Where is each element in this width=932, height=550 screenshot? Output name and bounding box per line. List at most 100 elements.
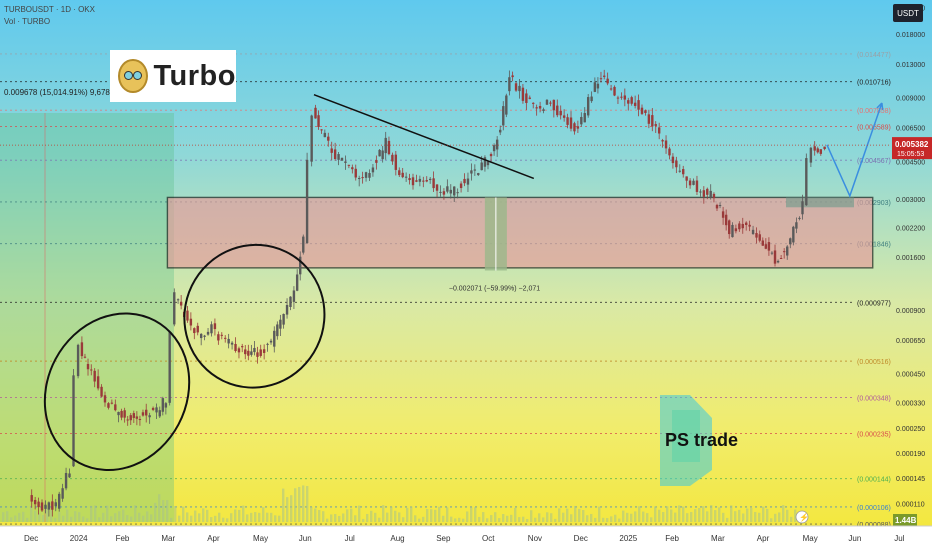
volume-bar xyxy=(566,508,569,522)
y-tick-1: 0.018000 xyxy=(896,32,925,39)
volume-bar xyxy=(22,511,25,522)
volume-bar xyxy=(506,515,509,522)
candle-body xyxy=(206,331,210,335)
candle-body xyxy=(508,77,511,92)
volume-bar xyxy=(218,512,221,522)
candle-body xyxy=(269,340,273,343)
volume-bar xyxy=(462,518,465,522)
candle-body xyxy=(664,140,668,149)
candle-body xyxy=(583,113,586,123)
volume-bar xyxy=(386,512,389,522)
volume-bar xyxy=(82,516,85,522)
volume-bar xyxy=(30,506,33,522)
candle-body xyxy=(273,330,276,347)
currency-button[interactable]: USDT xyxy=(893,4,923,22)
candle-body xyxy=(798,217,801,219)
candle-body xyxy=(282,313,285,325)
x-tick-5: May xyxy=(253,534,268,543)
candle-body xyxy=(375,160,378,163)
volume-bar xyxy=(206,509,209,522)
candle-body xyxy=(138,419,142,421)
volume-bar xyxy=(178,515,181,522)
volume-bar xyxy=(374,512,377,522)
candle-body xyxy=(378,149,381,157)
y-tick-9: 0.000900 xyxy=(896,308,925,315)
candle-body xyxy=(712,193,716,199)
candle-body xyxy=(173,292,176,325)
candle-body xyxy=(357,178,361,180)
candle-body xyxy=(542,109,545,112)
volume-bar xyxy=(430,509,433,522)
candle-body xyxy=(247,350,250,356)
volume-bar xyxy=(238,509,241,522)
volume-bar xyxy=(470,507,473,522)
volume-bar xyxy=(582,510,585,522)
candle-body xyxy=(199,333,203,339)
volume-bar xyxy=(794,509,797,522)
volume-bar xyxy=(230,513,233,522)
x-tick-0: Dec xyxy=(24,534,38,543)
candle-body xyxy=(449,189,452,194)
candle-body xyxy=(295,274,299,291)
volume-bar xyxy=(606,518,609,522)
volume-bar xyxy=(770,518,773,522)
candle-body xyxy=(473,169,477,171)
candle-body xyxy=(562,115,566,118)
volume-bar xyxy=(458,517,461,522)
volume-bar xyxy=(658,509,661,522)
level-label-1: (0.010716) xyxy=(857,80,891,87)
volume-bar xyxy=(294,488,297,522)
candle-body xyxy=(755,233,758,238)
candle-body xyxy=(368,173,371,178)
volume-bar xyxy=(790,516,793,522)
candle-body xyxy=(289,296,292,308)
candle-body xyxy=(44,504,47,509)
volume-bar xyxy=(302,485,305,522)
volume-bar xyxy=(174,506,177,522)
x-tick-19: Jul xyxy=(894,534,904,543)
volume-bar xyxy=(466,511,469,522)
volume-bar xyxy=(270,512,273,522)
price-readout: 0.009678 (15,014.91%) 9,678 xyxy=(4,88,110,97)
volume-bar xyxy=(474,507,477,522)
candle-body xyxy=(83,356,87,358)
candle-body xyxy=(354,168,357,178)
volume-bar xyxy=(242,505,245,522)
candle-body xyxy=(333,149,337,160)
volume-bar xyxy=(786,509,789,522)
volume-bar xyxy=(278,515,281,522)
candle-body xyxy=(556,105,559,116)
candle-body xyxy=(682,169,685,175)
candle-body xyxy=(692,180,695,185)
volume-bar xyxy=(202,508,205,522)
volume-bar xyxy=(442,515,445,522)
candle-body xyxy=(337,154,340,160)
candle-body xyxy=(141,412,145,416)
y-tick-3: 0.009000 xyxy=(896,96,925,103)
volume-bar xyxy=(718,507,721,522)
x-tick-10: Oct xyxy=(482,534,495,543)
candle-body xyxy=(518,85,521,92)
volume-value: 1.44B xyxy=(895,516,917,525)
candle-body xyxy=(126,419,129,421)
volume-bar xyxy=(2,512,5,522)
volume-bar xyxy=(530,510,533,522)
volume-bar xyxy=(210,517,213,522)
candle-body xyxy=(168,331,171,403)
candle-body xyxy=(30,495,33,502)
candle-body xyxy=(637,100,640,110)
volume-bar xyxy=(726,517,729,522)
volume-bar xyxy=(646,513,649,522)
volume-bar xyxy=(70,516,73,522)
projection-arrowhead xyxy=(876,102,884,111)
candle-body xyxy=(340,157,344,161)
candle-body xyxy=(514,83,518,91)
volume-bar xyxy=(434,509,437,522)
x-tick-1: 2024 xyxy=(70,534,88,543)
volume-bar xyxy=(378,517,381,522)
candle-body xyxy=(299,256,302,275)
candle-body xyxy=(549,102,552,104)
candle-body xyxy=(292,290,296,302)
x-tick-8: Aug xyxy=(390,534,404,543)
candle-body xyxy=(724,214,728,226)
